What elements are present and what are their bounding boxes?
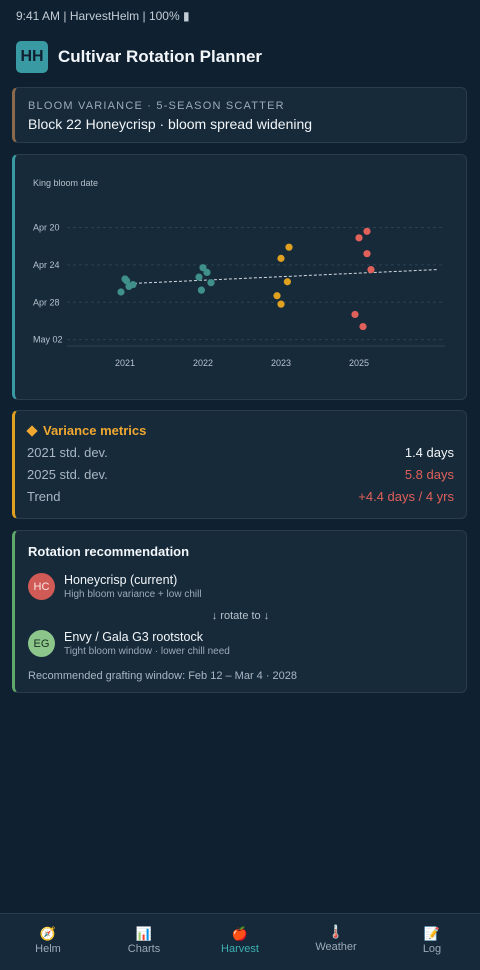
- scatter-point-2023: [273, 292, 281, 300]
- nav-label: Log: [422, 943, 442, 955]
- nav-item-helm[interactable]: 🧭 Helm: [0, 914, 96, 970]
- scatter-point-2021: [123, 277, 131, 285]
- scatter-point-2021: [129, 280, 137, 289]
- bloom-scatter-chart: King bloom date Apr 20 Apr 24 Apr 28 May 02 2…: [33, 178, 445, 368]
- scatter-point-2022: [207, 279, 215, 287]
- scatter-point-2022: [197, 286, 205, 294]
- scatter-point-2022: [199, 264, 207, 272]
- metric-value: 1.4 days: [404, 445, 454, 460]
- variance-banner: BLOOM VARIANCE · 5-SEASON SCATTER Block …: [12, 87, 467, 143]
- banner-title: Block 22 Honeycrisp · bloom spread widen…: [28, 116, 313, 132]
- bottom-nav: 🧭 Helm 📊 Charts 🍎 Harvest 🌡️ Weather 📝 L…: [0, 913, 480, 970]
- metric-row: Trend +4.4 days / 4 yrs: [27, 489, 454, 504]
- nav-label: Harvest: [221, 943, 259, 955]
- scatter-point-2021: [117, 288, 125, 296]
- scatter-point-2022: [203, 268, 211, 276]
- recommendation-title: Rotation recommendation: [28, 544, 190, 559]
- cultivar-note: High bloom variance + low chill: [64, 589, 202, 600]
- status-bar: 9:41 AM | HarvestHelm | 100% ▮: [16, 9, 190, 23]
- nav-label: Charts: [127, 943, 161, 955]
- avatar: EG: [28, 630, 55, 657]
- y-tick-label: Apr 20: [33, 223, 60, 233]
- apple-icon: 🍎: [231, 926, 249, 941]
- metric-value: 5.8 days: [404, 467, 454, 482]
- rotate-to-label: ↓ rotate to ↓: [211, 610, 270, 622]
- diamond-icon: [26, 424, 38, 437]
- nav-item-log[interactable]: 📝 Log: [384, 914, 480, 970]
- bloom-scatter-card: King bloom date Apr 20 Apr 24 Apr 28 May 02 2…: [12, 154, 467, 400]
- avatar: HC: [28, 573, 55, 600]
- x-tick-label: 2021: [115, 358, 135, 368]
- nav-item-charts[interactable]: 📊 Charts: [96, 914, 192, 970]
- y-axis-label: King bloom date: [33, 178, 98, 188]
- grafting-window: Recommended grafting window: Feb 12 – Ma…: [28, 670, 298, 682]
- thermometer-icon: 🌡️: [327, 924, 345, 939]
- app-logo: HH: [16, 41, 48, 73]
- app-header: HH Cultivar Rotation Planner: [16, 41, 464, 73]
- scatter-point-2023: [277, 300, 285, 308]
- nav-label: Helm: [35, 943, 61, 955]
- nav-item-harvest[interactable]: 🍎 Harvest: [192, 914, 288, 970]
- current-cultivar[interactable]: HC Honeycrisp (current) High bloom varia…: [28, 573, 453, 600]
- memo-icon: 📝: [423, 926, 441, 941]
- scatter-point-2023: [285, 243, 293, 251]
- metric-row: 2025 std. dev. 5.8 days: [27, 467, 454, 482]
- cultivar-name: Honeycrisp (current): [64, 573, 178, 587]
- page-title: Cultivar Rotation Planner: [58, 47, 263, 66]
- scatter-point-2025: [367, 265, 375, 274]
- rotation-recommendation-card: Rotation recommendation HC Honeycrisp (c…: [12, 530, 467, 693]
- trend-line: [128, 269, 438, 285]
- metrics-heading: Variance metrics: [26, 423, 454, 438]
- scatter-point-2023: [283, 278, 291, 286]
- scatter-point-2025: [363, 227, 371, 235]
- cultivar-note: Tight bloom window · lower chill need: [64, 646, 230, 657]
- scatter-point-2022: [195, 273, 203, 281]
- banner-eyebrow: BLOOM VARIANCE · 5-SEASON SCATTER: [28, 100, 285, 112]
- cultivar-name: Envy / Gala G3 rootstock: [64, 630, 203, 644]
- scatter-point-2025: [363, 250, 371, 258]
- y-tick-label: May 02: [33, 335, 63, 345]
- compass-icon: 🧭: [39, 926, 57, 941]
- y-tick-label: Apr 28: [33, 297, 60, 307]
- x-tick-label: 2025: [349, 358, 369, 368]
- x-tick-label: 2022: [193, 358, 213, 368]
- metric-value: +4.4 days / 4 yrs: [358, 489, 454, 504]
- nav-item-weather[interactable]: 🌡️ Weather: [288, 914, 384, 970]
- variance-metrics-card: Variance metrics 2021 std. dev. 1.4 days…: [12, 410, 467, 519]
- x-tick-label: 2023: [271, 358, 291, 368]
- metric-row: 2021 std. dev. 1.4 days: [27, 445, 454, 460]
- y-tick-label: Apr 24: [33, 260, 60, 270]
- metric-label: 2021 std. dev.: [27, 445, 108, 460]
- scatter-point-2025: [355, 234, 363, 242]
- metrics-title: Variance metrics: [43, 423, 147, 438]
- bar-chart-icon: 📊: [135, 926, 153, 941]
- scatter-point-2023: [277, 254, 285, 262]
- scatter-point-2025: [351, 310, 359, 319]
- nav-label: Weather: [315, 941, 357, 953]
- metric-label: 2025 std. dev.: [27, 467, 108, 482]
- target-cultivar[interactable]: EG Envy / Gala G3 rootstock Tight bloom …: [28, 630, 453, 657]
- scatter-point-2025: [359, 322, 367, 331]
- metric-label: Trend: [27, 489, 61, 504]
